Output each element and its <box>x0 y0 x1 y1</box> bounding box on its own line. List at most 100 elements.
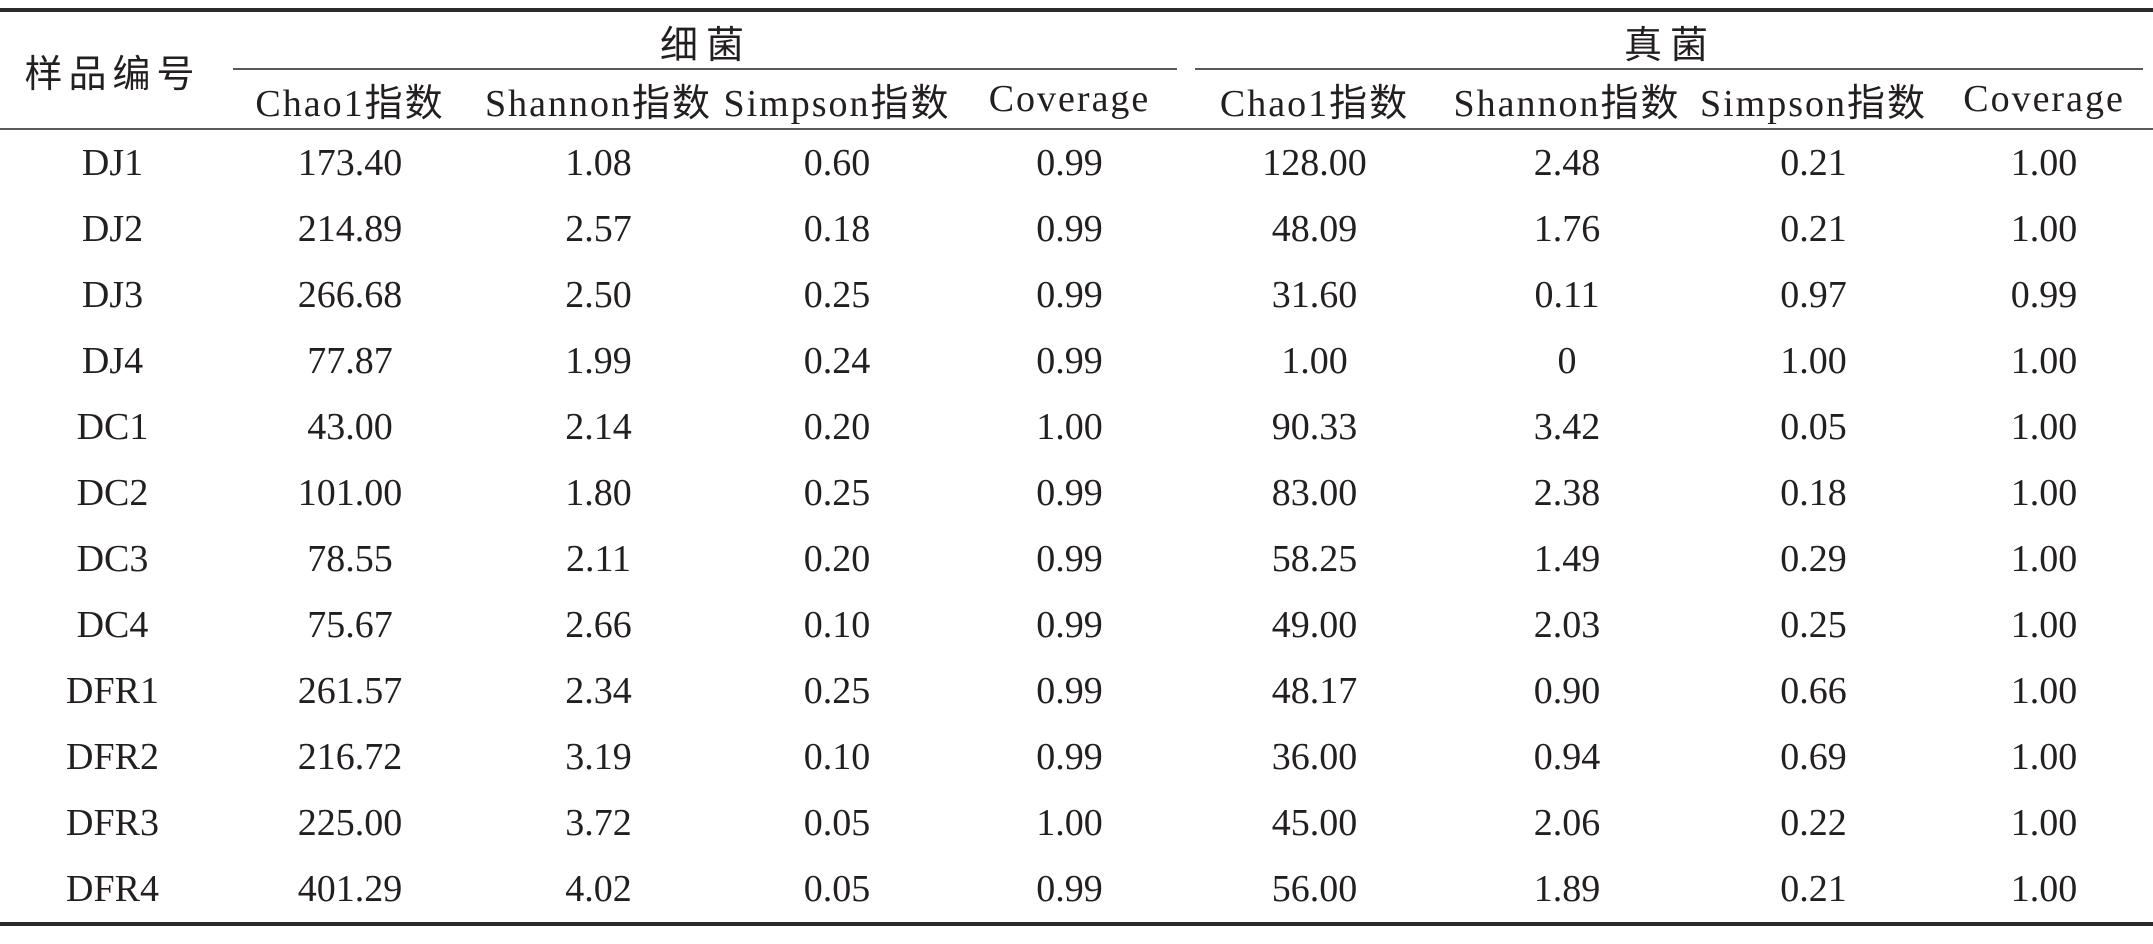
fungi-simpson-cell: 0.21 <box>1780 208 1847 250</box>
table-row: DJ4 77.87 1.99 0.24 0.99 1.00 0 1.00 1.0… <box>0 328 2153 394</box>
fungi-chao1-cell: 36.00 <box>1271 736 1358 778</box>
bacteria-simpson-cell: 0.24 <box>803 340 871 382</box>
sample-id-cell: DFR4 <box>66 868 159 910</box>
bacteria-chao1-cell: 75.67 <box>307 604 393 646</box>
fungi-coverage-cell: 1.00 <box>2010 208 2078 250</box>
fungi-shannon-cell: 2.38 <box>1533 472 1601 514</box>
fungi-group-header: 真菌 <box>1187 10 2153 70</box>
fungi-simpson-cell: 0.21 <box>1780 142 1847 184</box>
bacteria-simpson-cell: 0.60 <box>803 142 871 184</box>
fungi-chao1-column-header: Chao1指数 <box>1187 70 1443 130</box>
bacteria-coverage-cell: 0.99 <box>1036 736 1103 778</box>
sample-id-cell: DFR1 <box>66 670 159 712</box>
fungi-coverage-cell: 1.00 <box>2010 670 2078 712</box>
bacteria-chao1-cell: 214.89 <box>297 208 403 250</box>
fungi-chao1-cell: 1.00 <box>1281 340 1348 382</box>
fungi-simpson-cell: 0.05 <box>1780 406 1847 448</box>
bacteria-coverage-cell: 0.99 <box>1036 274 1103 316</box>
table-row: DFR4 401.29 4.02 0.05 0.99 56.00 1.89 0.… <box>0 856 2153 924</box>
bacteria-simpson-cell: 0.05 <box>803 802 871 844</box>
table-row: DFR3 225.00 3.72 0.05 1.00 45.00 2.06 0.… <box>0 790 2153 856</box>
bacteria-group-header: 细菌 <box>225 10 1187 70</box>
table-row: DC2 101.00 1.80 0.25 0.99 83.00 2.38 0.1… <box>0 460 2153 526</box>
bacteria-shannon-column-header: Shannon指数 <box>475 70 722 130</box>
fungi-simpson-cell: 0.66 <box>1780 670 1847 712</box>
bacteria-chao1-cell: 101.00 <box>297 472 403 514</box>
fungi-simpson-cell: 1.00 <box>1780 340 1847 382</box>
table-header: 样品编号 细菌 真菌 Chao1指数 Shannon指数 Simpson指数 C… <box>0 10 2153 130</box>
fungi-chao1-cell: 48.17 <box>1271 670 1358 712</box>
table-row: DC3 78.55 2.11 0.20 0.99 58.25 1.49 0.29… <box>0 526 2153 592</box>
bacteria-coverage-cell: 0.99 <box>1036 340 1103 382</box>
bacteria-simpson-cell: 0.10 <box>803 604 871 646</box>
bacteria-shannon-cell: 3.19 <box>565 736 632 778</box>
fungi-chao1-cell: 58.25 <box>1271 538 1358 580</box>
fungi-chao1-cell: 128.00 <box>1262 142 1367 184</box>
sample-id-cell: DFR3 <box>66 802 159 844</box>
bacteria-shannon-cell: 2.57 <box>565 208 632 250</box>
subheader-row: Chao1指数 Shannon指数 Simpson指数 Coverage Cha… <box>0 70 2153 130</box>
sample-id-cell: DJ4 <box>81 340 144 382</box>
bacteria-simpson-cell: 0.18 <box>803 208 871 250</box>
bacteria-coverage-cell: 0.99 <box>1036 538 1103 580</box>
sample-id-cell: DC2 <box>76 472 149 514</box>
bacteria-chao1-cell: 216.72 <box>297 736 403 778</box>
fungi-shannon-cell: 1.89 <box>1533 868 1601 910</box>
bacteria-chao1-column-header: Chao1指数 <box>225 70 475 130</box>
fungi-shannon-cell: 3.42 <box>1533 406 1601 448</box>
bacteria-coverage-cell: 0.99 <box>1036 142 1103 184</box>
bacteria-chao1-cell: 261.57 <box>297 670 403 712</box>
fungi-chao1-cell: 83.00 <box>1271 472 1358 514</box>
sample-id-cell: DC3 <box>76 538 149 580</box>
bacteria-simpson-cell: 0.10 <box>803 736 871 778</box>
bacteria-chao1-cell: 266.68 <box>297 274 403 316</box>
fungi-coverage-cell: 1.00 <box>2010 472 2078 514</box>
bacteria-chao1-cell: 78.55 <box>307 538 393 580</box>
fungi-chao1-cell: 90.33 <box>1271 406 1358 448</box>
fungi-shannon-cell: 0.11 <box>1534 274 1600 316</box>
sample-id-cell: DJ3 <box>81 274 144 316</box>
fungi-shannon-cell: 2.06 <box>1533 802 1601 844</box>
fungi-shannon-cell: 0.94 <box>1533 736 1601 778</box>
bacteria-coverage-cell: 0.99 <box>1036 868 1103 910</box>
fungi-shannon-cell: 2.48 <box>1533 142 1601 184</box>
sample-id-column-header: 样品编号 <box>0 10 225 130</box>
fungi-coverage-cell: 1.00 <box>2010 736 2078 778</box>
fungi-shannon-column-header: Shannon指数 <box>1442 70 1693 130</box>
bacteria-chao1-cell: 77.87 <box>307 340 393 382</box>
bacteria-shannon-cell: 4.02 <box>565 868 632 910</box>
sample-id-cell: DC4 <box>76 604 149 646</box>
fungi-coverage-cell: 1.00 <box>2010 538 2078 580</box>
fungi-shannon-cell: 1.76 <box>1533 208 1601 250</box>
fungi-coverage-cell: 1.00 <box>2010 802 2078 844</box>
table-body: DJ1 173.40 1.08 0.60 0.99 128.00 2.48 0.… <box>0 129 2153 924</box>
bacteria-coverage-cell: 0.99 <box>1036 472 1103 514</box>
table-row: DJ3 266.68 2.50 0.25 0.99 31.60 0.11 0.9… <box>0 262 2153 328</box>
fungi-simpson-column-header: Simpson指数 <box>1692 70 1936 130</box>
bacteria-chao1-cell: 225.00 <box>297 802 403 844</box>
bacteria-coverage-column-header: Coverage <box>952 70 1188 130</box>
fungi-coverage-cell: 0.99 <box>2010 274 2078 316</box>
table-row: DFR2 216.72 3.19 0.10 0.99 36.00 0.94 0.… <box>0 724 2153 790</box>
table-row: DJ2 214.89 2.57 0.18 0.99 48.09 1.76 0.2… <box>0 196 2153 262</box>
fungi-chao1-cell: 31.60 <box>1271 274 1358 316</box>
fungi-chao1-cell: 45.00 <box>1271 802 1358 844</box>
fungi-simpson-cell: 0.97 <box>1780 274 1847 316</box>
fungi-shannon-cell: 1.49 <box>1533 538 1601 580</box>
fungi-simpson-cell: 0.69 <box>1780 736 1847 778</box>
group-header-row: 样品编号 细菌 真菌 <box>0 10 2153 130</box>
bacteria-shannon-cell: 1.80 <box>565 472 632 514</box>
bacteria-simpson-cell: 0.20 <box>803 538 871 580</box>
bacteria-shannon-cell: 2.34 <box>565 670 632 712</box>
fungi-shannon-cell: 2.03 <box>1533 604 1601 646</box>
fungi-coverage-cell: 1.00 <box>2010 604 2078 646</box>
fungi-simpson-cell: 0.21 <box>1780 868 1847 910</box>
bacteria-chao1-cell: 43.00 <box>307 406 393 448</box>
fungi-coverage-cell: 1.00 <box>2010 142 2078 184</box>
bacteria-simpson-cell: 0.25 <box>803 670 871 712</box>
bacteria-simpson-cell: 0.20 <box>803 406 871 448</box>
fungi-coverage-cell: 1.00 <box>2010 340 2078 382</box>
fungi-coverage-cell: 1.00 <box>2010 868 2078 910</box>
fungi-simpson-cell: 0.18 <box>1780 472 1847 514</box>
bacteria-coverage-cell: 1.00 <box>1036 406 1103 448</box>
